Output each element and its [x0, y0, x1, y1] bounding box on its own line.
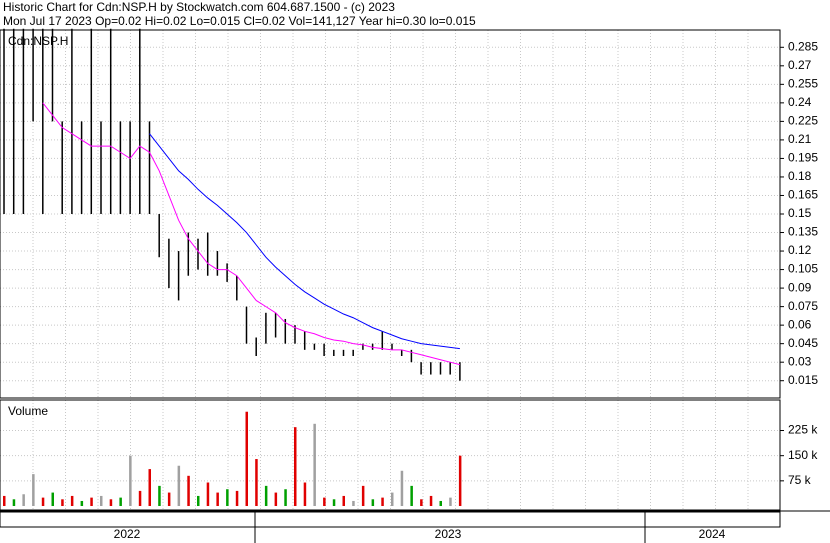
volume-bar [294, 427, 297, 506]
volume-bar [255, 459, 258, 506]
volume-bar [80, 500, 84, 506]
volume-bar [245, 411, 248, 506]
volume-bar [400, 470, 404, 506]
volume-bar [129, 455, 132, 506]
volume-bar [284, 489, 287, 506]
volume-bar [226, 489, 229, 506]
volume-bar [429, 495, 433, 506]
volume-bar [458, 455, 462, 506]
volume-bar [420, 499, 423, 506]
volume-bar [90, 497, 93, 506]
volume-bar [51, 492, 54, 506]
volume-bar [119, 497, 122, 506]
y-tick-label: 0.09 [788, 280, 812, 294]
y-tick-label: 0.285 [788, 39, 818, 53]
volume-bar [32, 474, 35, 506]
y-tick-label: 0.045 [788, 336, 818, 350]
volume-bar [216, 492, 219, 506]
chart-subtitle: Mon Jul 17 2023 Op=0.02 Hi=0.02 Lo=0.015… [3, 14, 476, 28]
moving-average [149, 133, 460, 350]
volume-bar [41, 497, 45, 506]
volume-bar [439, 500, 442, 506]
x-period-label: 2022 [114, 527, 141, 541]
volume-bar [61, 499, 64, 506]
panel-frame [0, 511, 781, 528]
x-period-label: 2023 [435, 527, 462, 541]
panel-title: Volume [8, 404, 48, 418]
x-period-label: 2024 [699, 527, 726, 541]
y-tick-label: 0.06 [788, 317, 812, 331]
volume-bar [323, 497, 326, 506]
chart-title: Historic Chart for Cdn:NSP.H by Stockwat… [3, 0, 395, 14]
y-tick-label: 0.165 [788, 188, 818, 202]
y-tick-label: 75 k [788, 473, 812, 487]
volume-bar [22, 494, 25, 506]
y-tick-label: 150 k [788, 448, 818, 462]
y-tick-label: 0.105 [788, 262, 818, 276]
y-tick-label: 0.135 [788, 225, 818, 239]
volume-bar [381, 497, 384, 506]
volume-bar [352, 500, 355, 506]
volume-bar [274, 492, 278, 506]
y-tick-label: 0.12 [788, 243, 812, 257]
y-tick-label: 0.27 [788, 58, 812, 72]
volume-bar [206, 482, 210, 506]
volume-bar [100, 495, 103, 506]
volume-bar [167, 492, 171, 506]
moving-average [42, 102, 461, 366]
volume-bar [449, 497, 452, 506]
volume-bar [410, 485, 413, 506]
volume-bar [187, 475, 190, 506]
y-tick-label: 0.15 [788, 206, 812, 220]
volume-bar [12, 499, 16, 506]
volume-bar [197, 495, 200, 506]
volume-bar [342, 495, 345, 506]
volume-bar [148, 469, 151, 506]
volume-bar [109, 499, 113, 506]
volume-bar [70, 495, 74, 506]
panel-frame [0, 399, 781, 511]
y-tick-label: 0.195 [788, 151, 818, 165]
volume-bar [138, 490, 142, 506]
panel-frame [0, 29, 781, 399]
y-tick-label: 0.18 [788, 169, 812, 183]
volume-bar [177, 465, 181, 506]
volume-bar [371, 499, 375, 506]
y-tick-label: 0.255 [788, 77, 818, 91]
y-tick-label: 0.225 [788, 114, 818, 128]
y-tick-label: 0.075 [788, 299, 818, 313]
volume-bar [332, 499, 336, 506]
volume-bar [158, 485, 161, 506]
y-tick-label: 0.21 [788, 132, 812, 146]
volume-bar [264, 485, 268, 506]
y-tick-label: 225 k [788, 423, 818, 437]
volume-bar [235, 490, 239, 506]
volume-bar [3, 495, 6, 506]
volume-bar [313, 423, 316, 506]
volume-bar [303, 482, 307, 506]
volume-bar [361, 485, 365, 506]
volume-bar [391, 492, 394, 506]
y-tick-label: 0.24 [788, 95, 812, 109]
y-tick-label: 0.015 [788, 373, 818, 387]
y-tick-label: 0.03 [788, 354, 812, 368]
legend-label: Cdn:NSP.H [8, 34, 68, 48]
